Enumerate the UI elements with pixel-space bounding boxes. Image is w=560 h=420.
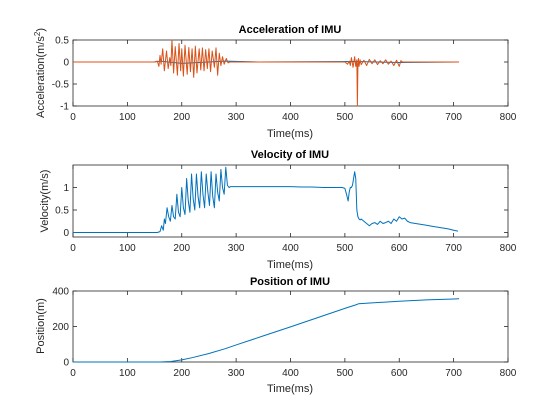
position-xtick-label: 400: [282, 368, 299, 379]
velocity-xtick-label: 0: [70, 243, 76, 254]
acceleration-ylabel-main: Acceleration(m/s: [35, 36, 47, 118]
velocity-xtick-label: 500: [337, 243, 354, 254]
position-xticks: 0 100 200 300 400 500 600 700 800: [70, 291, 517, 379]
position-series: [73, 298, 460, 363]
velocity-series: [73, 166, 459, 233]
acceleration-ytick-label: 0: [63, 58, 69, 69]
position-ytick-label: 400: [52, 287, 69, 298]
position-xtick-label: 0: [70, 368, 76, 379]
position-panel: Position of IMU 0 100 200 300 400 500 600 700 80…: [35, 276, 517, 395]
velocity-xtick-label: 400: [282, 243, 299, 254]
velocity-xtick-label: 600: [391, 243, 408, 254]
velocity-xlabel: Time(ms): [267, 259, 313, 271]
velocity-xtick-label: 100: [119, 243, 136, 254]
position-xtick-label: 500: [337, 368, 354, 379]
position-xtick-label: 800: [500, 368, 517, 379]
acceleration-ytick-label: -1: [60, 102, 69, 113]
velocity-ytick-label: 0: [63, 228, 69, 239]
velocity-ytick-label: 0.5: [55, 206, 69, 217]
position-xtick-label: 200: [173, 368, 190, 379]
position-series-line-0: [73, 298, 460, 363]
velocity-xtick-label: 800: [500, 243, 517, 254]
acceleration-series-line-1: [73, 39, 460, 107]
velocity-ylabel: Velocity(m/s): [39, 170, 51, 233]
velocity-xtick-label: 200: [173, 243, 190, 254]
acceleration-ylabel-end: ): [35, 28, 47, 32]
velocity-panel: Velocity of IMU 0 100 200 300 400 500 600 700 80…: [39, 149, 517, 271]
acceleration-xticks: 0 100 200 300 400 500 600 700 800: [70, 40, 517, 123]
position-xtick-label: 100: [119, 368, 136, 379]
position-ylabel: Position(m): [35, 298, 47, 354]
acceleration-yticks: 0.5 0 -0.5 -1: [52, 36, 508, 113]
acceleration-axes: [72, 39, 509, 107]
acceleration-panel: Acceleration of IMU 0 100 200 300 400 500 600 7…: [33, 24, 517, 140]
acceleration-xtick-label: 500: [337, 112, 354, 123]
acceleration-xtick-label: 700: [445, 112, 462, 123]
position-xtick-label: 300: [228, 368, 245, 379]
position-ytick-label: 0: [63, 358, 69, 369]
acceleration-xtick-label: 400: [282, 112, 299, 123]
velocity-series-line-0: [73, 166, 459, 233]
velocity-yticks: 00.51: [55, 183, 508, 239]
velocity-title: Velocity of IMU: [251, 149, 329, 161]
position-xlabel: Time(ms): [267, 383, 313, 395]
acceleration-ytick-label: -0.5: [52, 80, 70, 91]
velocity-axes: [72, 164, 509, 238]
acceleration-xtick-label: 100: [119, 112, 136, 123]
acceleration-series: [73, 39, 460, 107]
acceleration-xtick-label: 200: [173, 112, 190, 123]
velocity-xtick-label: 300: [228, 243, 245, 254]
acceleration-ylabel: Acceleration(m/s2): [33, 28, 47, 118]
acceleration-xtick-label: 300: [228, 112, 245, 123]
position-xtick-label: 600: [391, 368, 408, 379]
acceleration-ytick-label: 0.5: [55, 36, 69, 47]
acceleration-title: Acceleration of IMU: [239, 24, 342, 36]
position-ytick-label: 200: [52, 322, 69, 333]
velocity-ytick-label: 1: [63, 183, 69, 194]
acceleration-ylabel-sup: 2: [33, 31, 42, 36]
position-xtick-label: 700: [445, 368, 462, 379]
acceleration-xtick-label: 800: [500, 112, 517, 123]
acceleration-xtick-label: 0: [70, 112, 76, 123]
velocity-xtick-label: 700: [445, 243, 462, 254]
velocity-xticks: 0 100 200 300 400 500 600 700 800: [70, 165, 517, 254]
acceleration-xtick-label: 600: [391, 112, 408, 123]
acceleration-xlabel: Time(ms): [267, 128, 313, 140]
position-title: Position of IMU: [250, 276, 330, 288]
